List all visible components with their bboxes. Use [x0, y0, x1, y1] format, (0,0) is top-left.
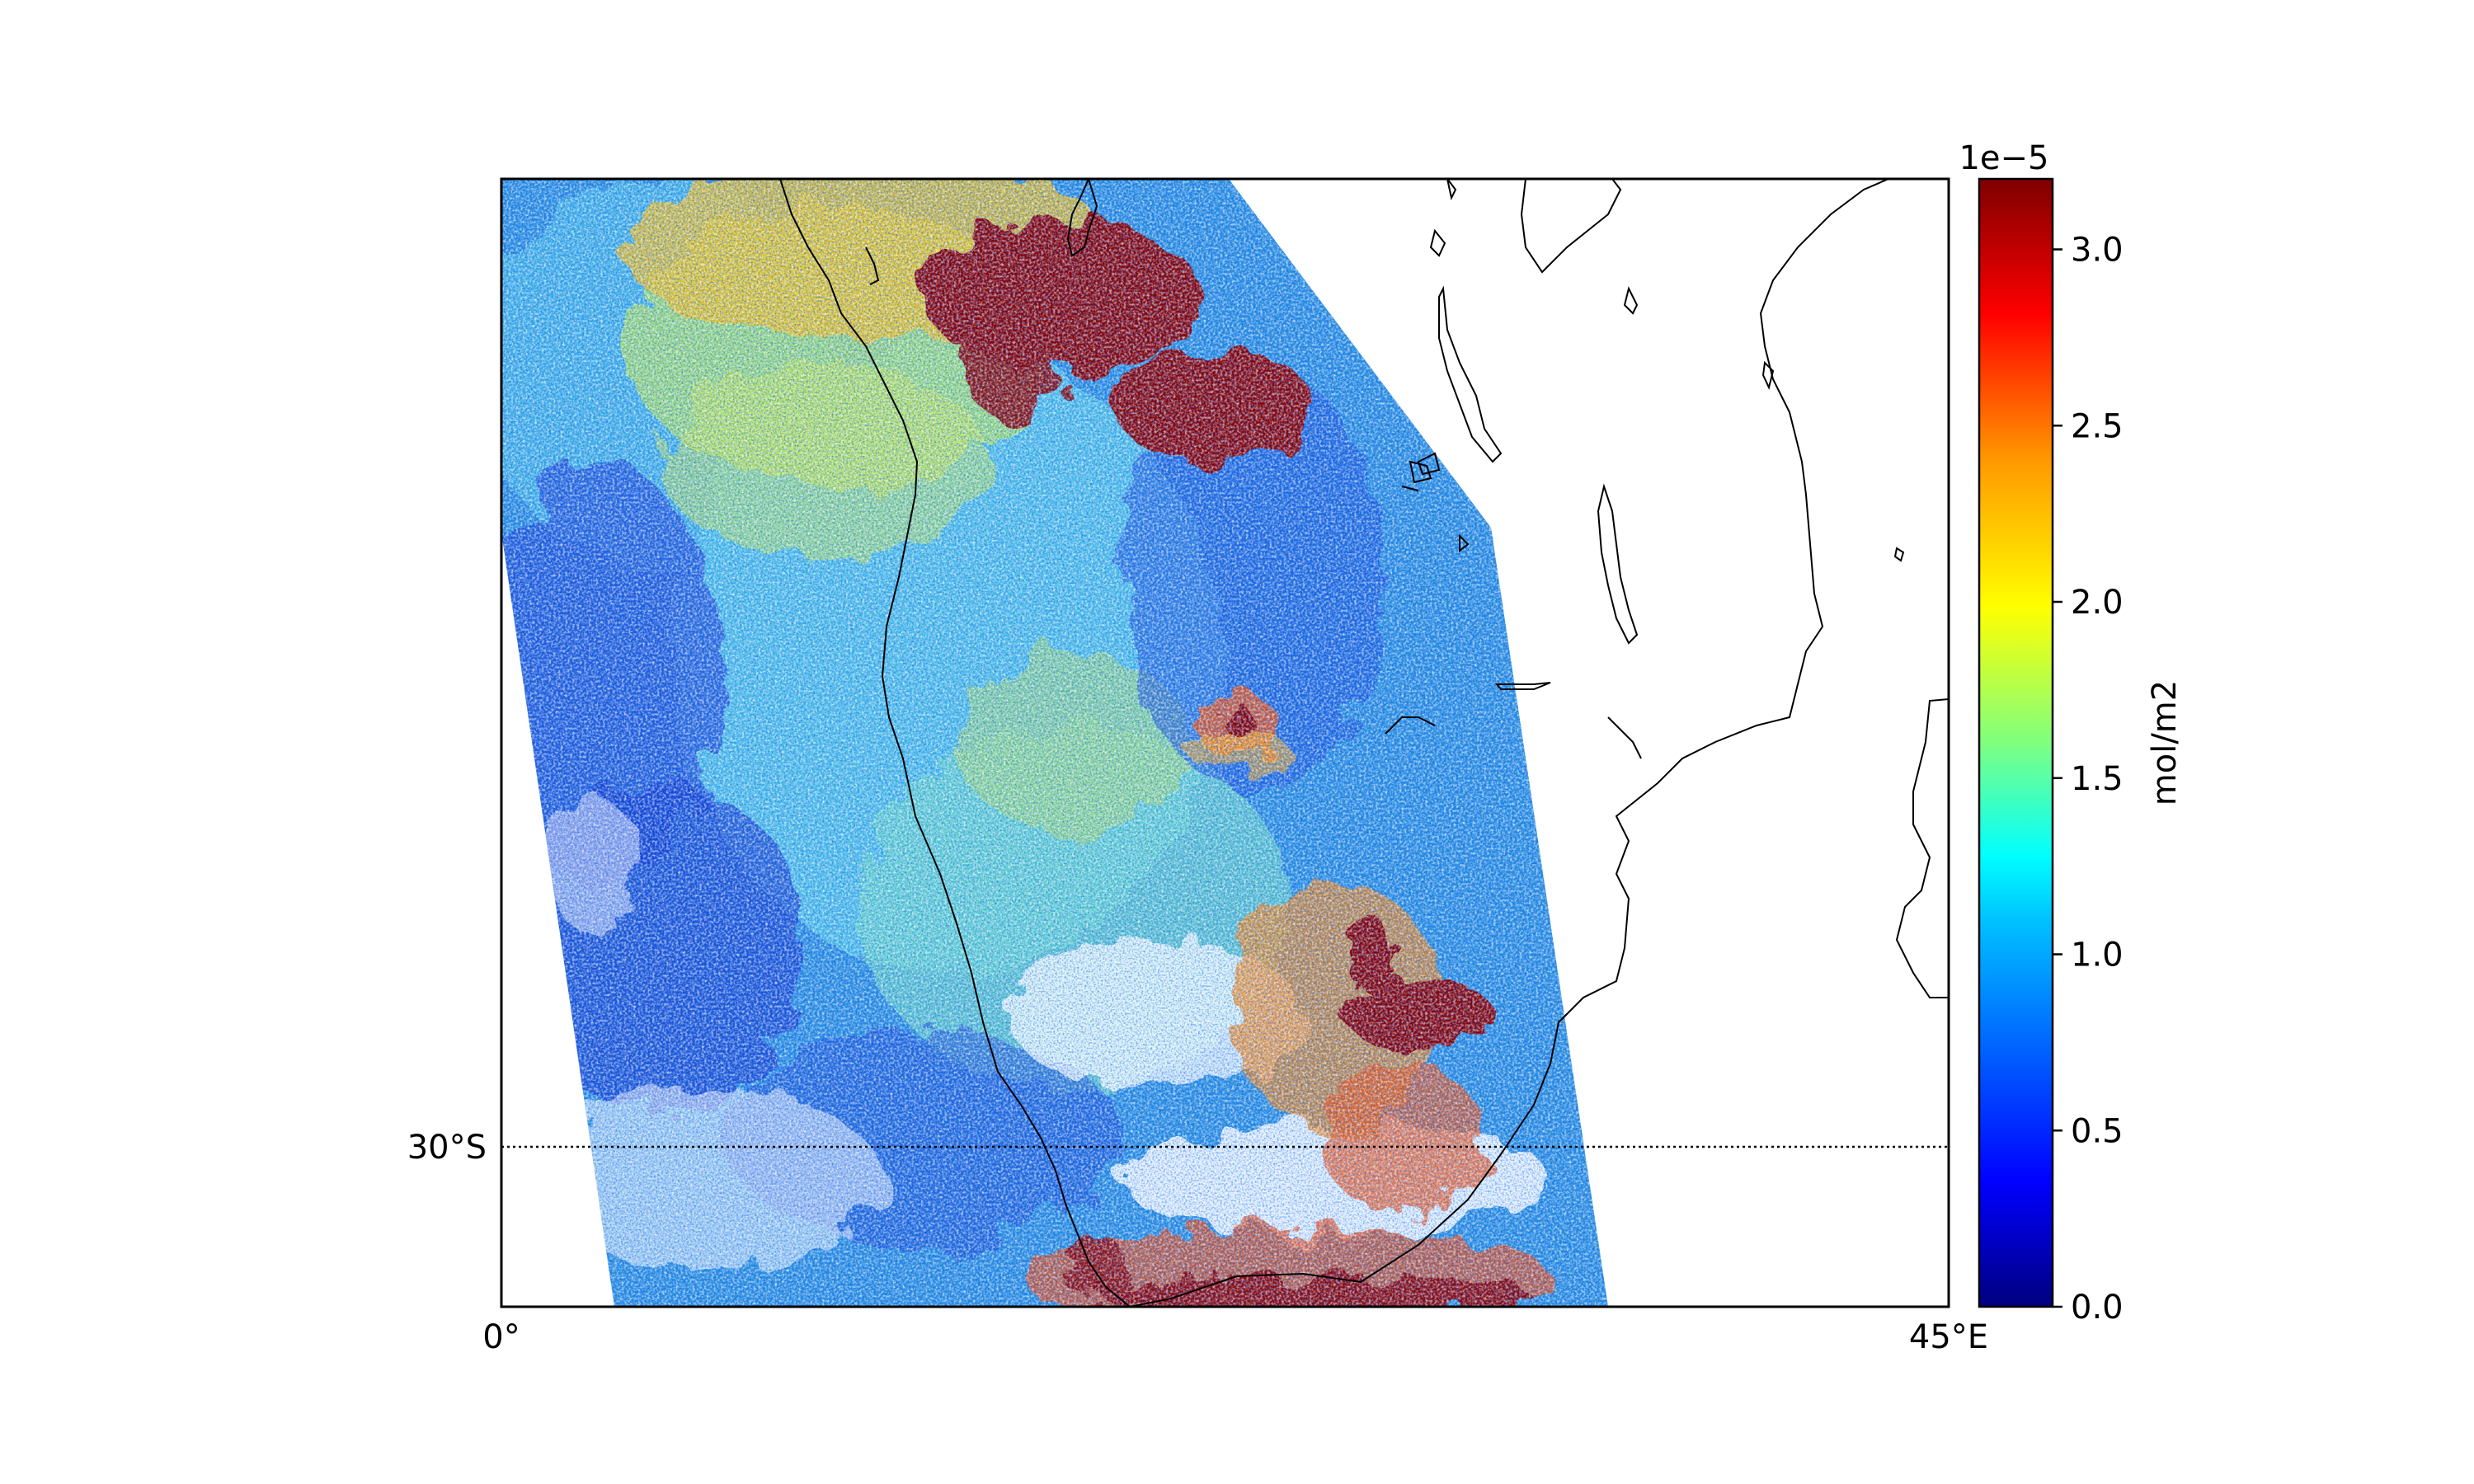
zambezi	[1385, 716, 1436, 735]
colorbar-exponent: 1e−5	[1959, 139, 2048, 177]
lake-rukwa	[1409, 460, 1432, 484]
map-frame	[500, 177, 1950, 1308]
satellite-swath	[501, 179, 1608, 1307]
colorbar-tick-label: 0.5	[2071, 1112, 2124, 1150]
nile-island	[1893, 547, 1905, 562]
lake-kivu	[1429, 228, 1446, 257]
lat-label-30s: 30°S	[407, 1129, 487, 1167]
lon-label-left: 0°	[482, 1318, 520, 1356]
madagascar-coastline	[1895, 698, 1949, 998]
lon-label-right: 45°E	[1909, 1318, 1988, 1356]
colorbar-tick-label: 2.0	[2071, 584, 2124, 622]
colorbar-tick-label: 2.5	[2071, 407, 2124, 445]
cahora	[1607, 716, 1642, 759]
colorbar-tick-label: 1.5	[2071, 760, 2124, 798]
colorbar-gradient	[1978, 177, 2054, 1308]
colorbar-tick-label: 3.0	[2071, 232, 2124, 270]
kariba	[1494, 682, 1551, 690]
west-coastline	[779, 179, 1131, 1307]
lake-victoria	[1520, 179, 1622, 274]
river-line-n	[1066, 179, 1098, 257]
lake-mweru	[1417, 452, 1441, 476]
east-coastline	[1558, 179, 1889, 1023]
colorbar-ticks: 0.0 0.5 1.0 1.5 2.0 2.5 3.0	[2053, 232, 2124, 1327]
colorbar: 0.0 0.5 1.0 1.5 2.0 2.5 3.0 1e−5 mol/m2	[1959, 139, 2184, 1327]
small-island-e	[1761, 360, 1775, 390]
colorbar-label: mol/m2	[2146, 680, 2184, 805]
lake-tanganyika	[1438, 285, 1503, 463]
lake-bangweulu	[1459, 533, 1470, 553]
colorbar-tick-label: 0.0	[2071, 1289, 2124, 1327]
south-coastline	[1129, 1013, 1568, 1307]
lake-albert	[1623, 286, 1639, 315]
lake-turkana-small	[1446, 179, 1457, 200]
coastlines	[779, 179, 1949, 1307]
lake-malawi	[1597, 483, 1639, 645]
river-line-nw	[865, 247, 880, 285]
kalahari-pan	[1401, 486, 1419, 491]
colorbar-tick-label: 1.0	[2071, 937, 2124, 974]
